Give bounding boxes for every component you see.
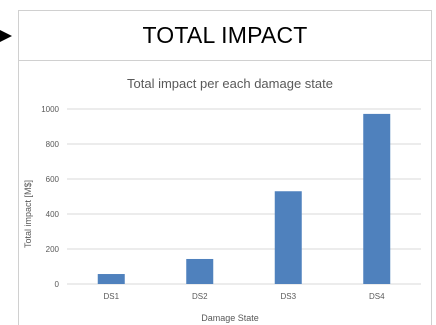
bar-ds3: [274, 191, 302, 284]
y-axis-ticks: 0 200 400 600 800 1000: [41, 105, 59, 289]
bar-series: [97, 113, 391, 285]
y-tick-label: 600: [46, 175, 60, 184]
y-tick-label: 800: [46, 140, 60, 149]
bar-ds4: [363, 113, 391, 285]
x-tick-label: DS2: [192, 292, 208, 301]
pointer-arrow-icon: [0, 30, 12, 42]
y-tick-label: 1000: [41, 105, 59, 114]
x-tick-label: DS1: [103, 292, 119, 301]
x-axis-ticks: DS1 DS2 DS3 DS4: [103, 292, 385, 301]
x-tick-label: DS4: [369, 292, 385, 301]
y-tick-label: 400: [46, 210, 60, 219]
y-axis-title: Total impact [M$]: [23, 180, 33, 248]
bar-ds1: [97, 274, 125, 284]
y-tick-label: 0: [55, 280, 60, 289]
y-tick-label: 200: [46, 245, 60, 254]
grid-lines: [67, 108, 421, 285]
x-axis-title: Damage State: [201, 313, 259, 323]
chart-title: Total impact per each damage state: [127, 76, 333, 91]
page-title: TOTAL IMPACT: [142, 22, 308, 48]
header-banner: TOTAL IMPACT: [18, 10, 432, 61]
bar-ds2: [186, 258, 214, 284]
chart-canvas: Total impact per each damage state 0 200 4…: [23, 76, 421, 323]
x-tick-label: DS3: [280, 292, 296, 301]
bar-chart: Total impact per each damage state 0 200 4…: [18, 61, 432, 325]
